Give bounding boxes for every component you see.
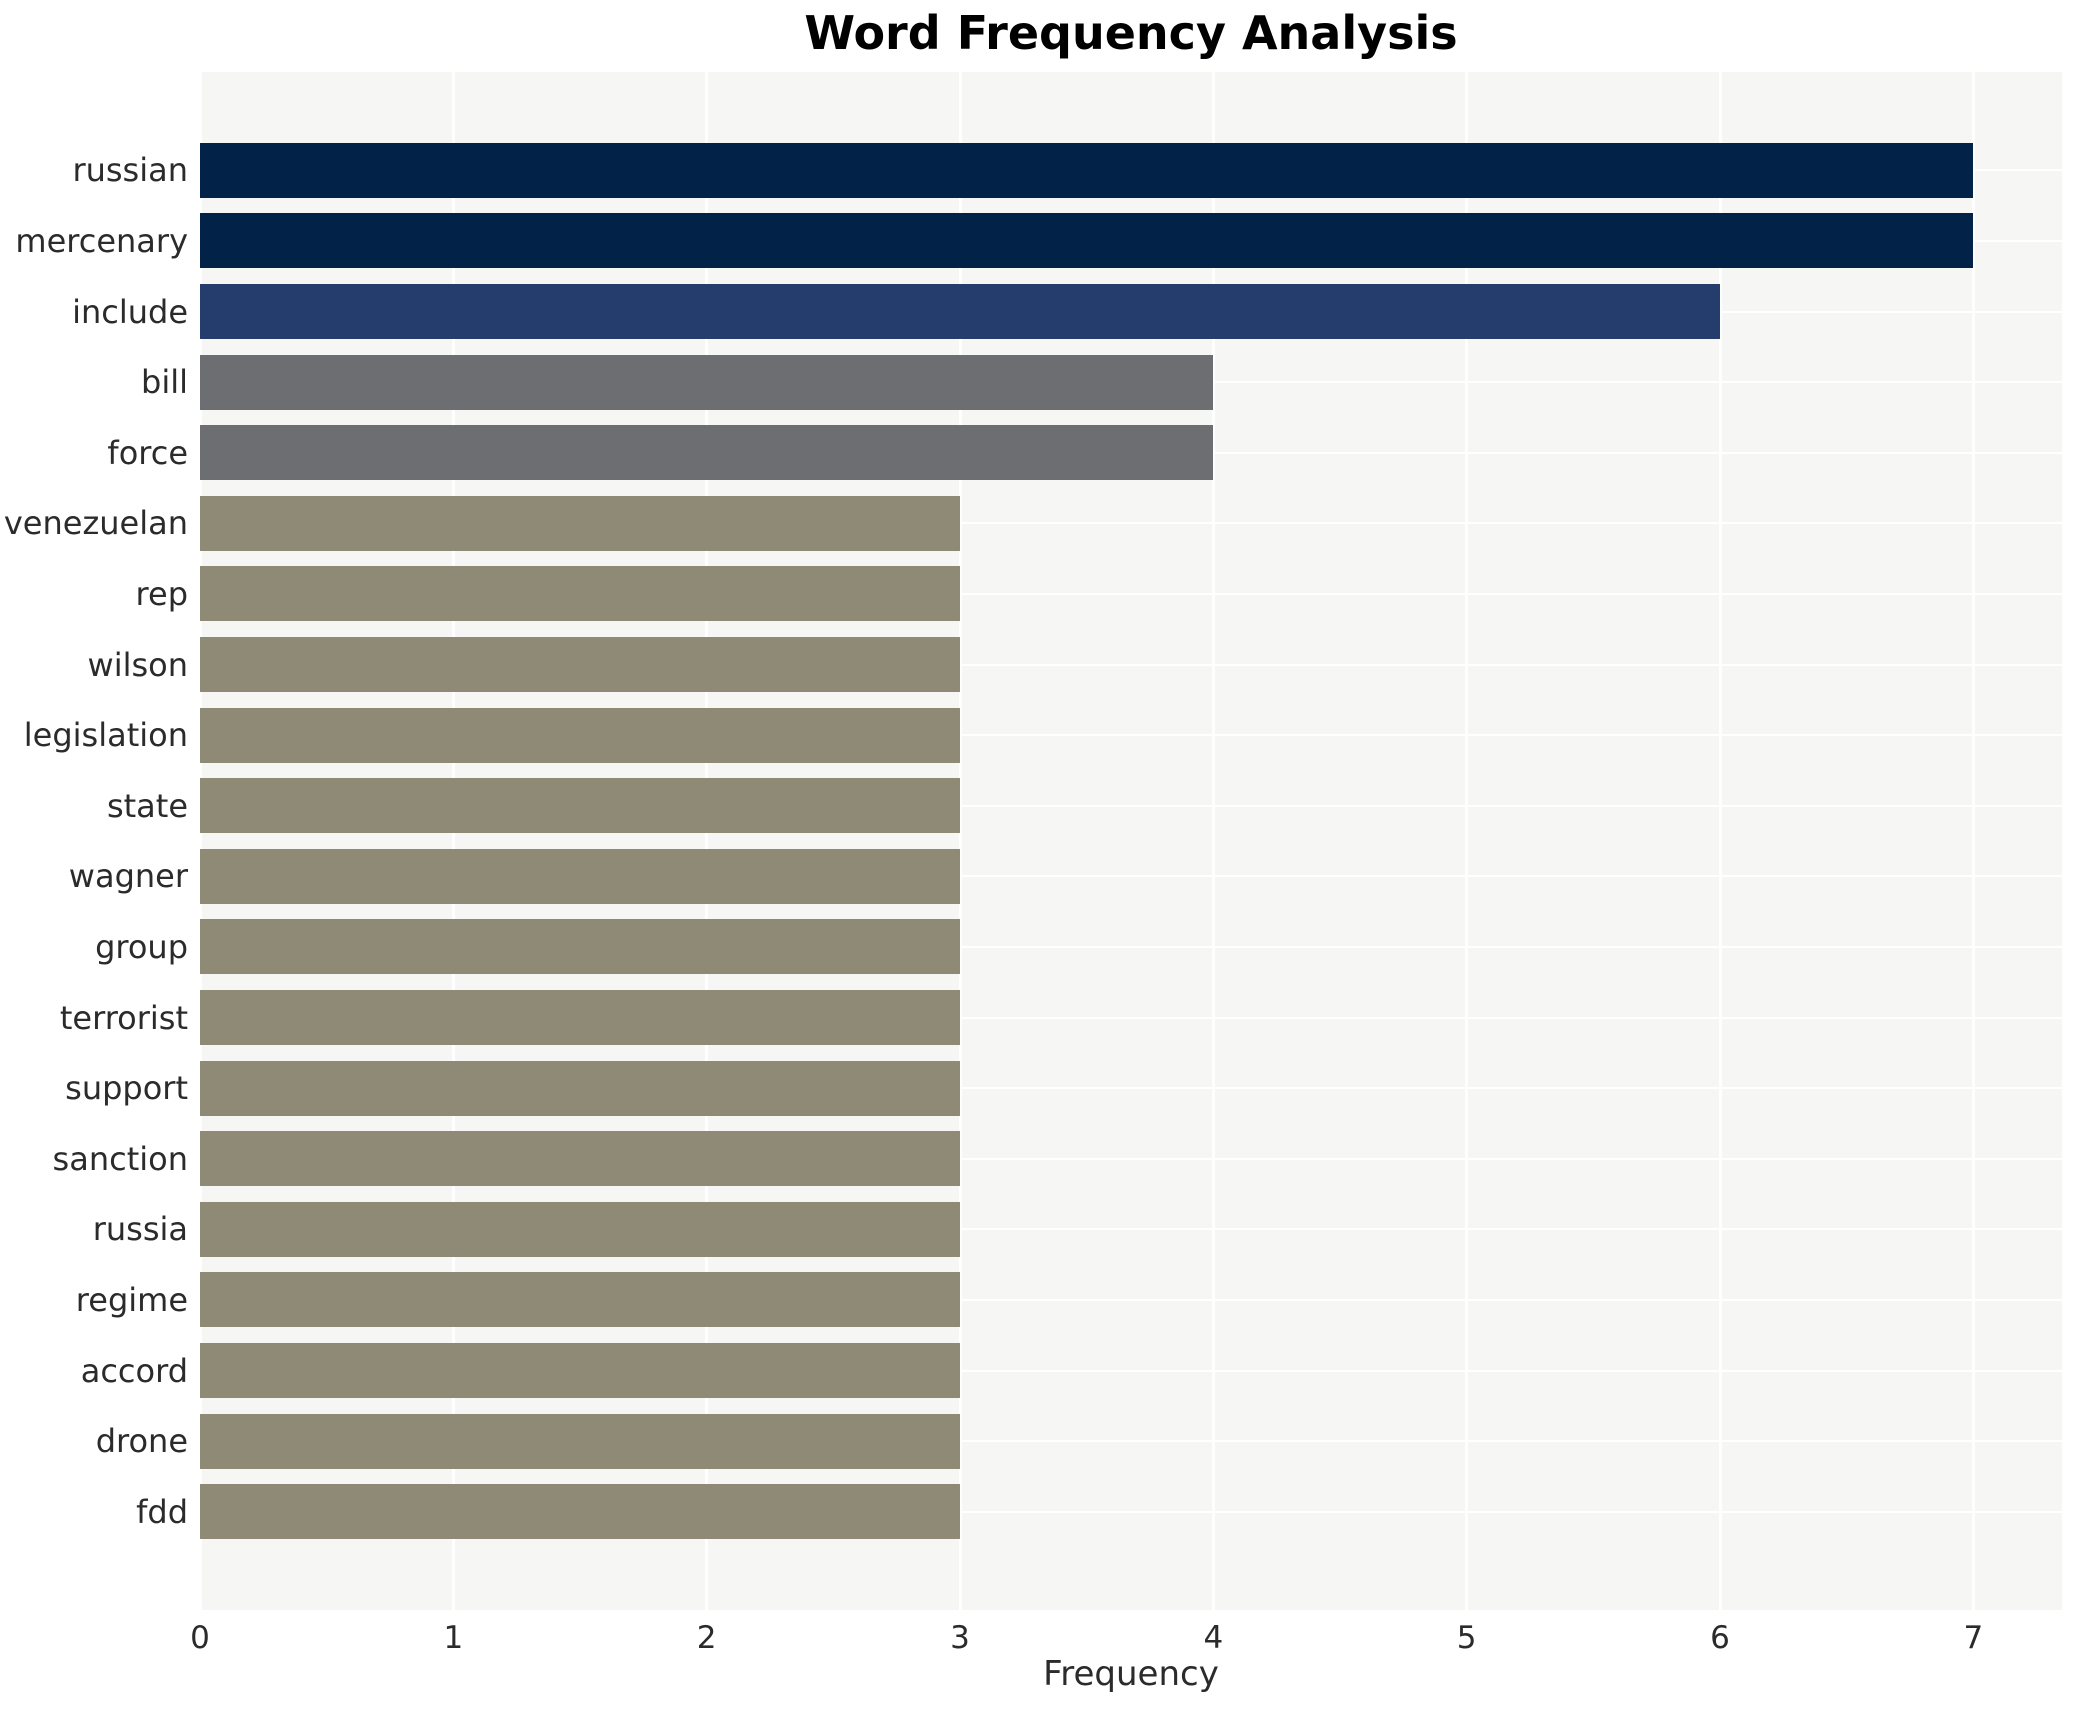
gridline-y-legislation — [200, 734, 2062, 737]
y-tick-label-force: force — [107, 433, 188, 472]
gridline-y-russia — [200, 1228, 2062, 1231]
bar-include — [200, 284, 1720, 339]
y-tick-label-wilson: wilson — [87, 645, 188, 684]
bar-wilson — [200, 637, 960, 692]
gridline-x-5 — [1465, 72, 1469, 1610]
bar-accord — [200, 1343, 960, 1398]
bar-state — [200, 778, 960, 834]
gridline-x-0 — [198, 72, 202, 1610]
x-tick-label-7: 7 — [1963, 1620, 1984, 1656]
gridline-y-regime — [200, 1298, 2062, 1301]
y-tick-label-terrorist: terrorist — [59, 998, 188, 1037]
gridline-y-accord — [200, 1369, 2062, 1372]
gridline-x-6 — [1718, 72, 1722, 1610]
bar-group — [200, 919, 960, 975]
bar-russia — [200, 1201, 960, 1257]
bar-fdd — [200, 1484, 960, 1540]
x-tick-label-4: 4 — [1203, 1620, 1224, 1656]
bar-russian — [200, 142, 1974, 198]
y-tick-label-wagner: wagner — [68, 857, 188, 896]
gridline-x-3 — [958, 72, 962, 1610]
y-tick-label-regime: regime — [75, 1280, 188, 1319]
gridline-x-4 — [1211, 72, 1215, 1610]
x-tick-label-1: 1 — [443, 1620, 464, 1656]
bar-regime — [200, 1272, 960, 1328]
bar-support — [200, 1060, 960, 1116]
y-tick-label-include: include — [72, 292, 188, 331]
x-tick-label-0: 0 — [190, 1620, 210, 1656]
bar-force — [200, 425, 1214, 481]
gridline-y-terrorist — [200, 1016, 2062, 1019]
bar-rep — [200, 566, 960, 622]
gridline-y-wilson — [200, 663, 2062, 666]
gridline-y-group — [200, 945, 2062, 948]
y-tick-label-group: group — [95, 927, 188, 966]
gridline-y-state — [200, 804, 2062, 807]
bar-mercenary — [200, 213, 1974, 269]
x-tick-label-6: 6 — [1710, 1620, 1730, 1656]
y-tick-label-sanction: sanction — [52, 1139, 188, 1178]
x-tick-label-2: 2 — [696, 1620, 717, 1656]
x-axis-label: Frequency — [1043, 1654, 1219, 1694]
chart-title: Word Frequency Analysis — [804, 6, 1458, 60]
bar-wagner — [200, 848, 960, 904]
gridline-y-support — [200, 1087, 2062, 1090]
y-tick-label-legislation: legislation — [23, 716, 188, 755]
y-tick-label-venezuelan: venezuelan — [3, 504, 188, 543]
gridline-y-wagner — [200, 875, 2062, 878]
y-tick-label-fdd: fdd — [136, 1492, 188, 1531]
y-tick-label-russian: russian — [72, 151, 188, 190]
y-tick-label-accord: accord — [80, 1351, 188, 1390]
gridline-y-venezuelan — [200, 522, 2062, 525]
gridline-y-sanction — [200, 1157, 2062, 1160]
bar-sanction — [200, 1131, 960, 1187]
y-tick-label-russia: russia — [92, 1210, 188, 1249]
bar-drone — [200, 1413, 960, 1469]
gridline-y-drone — [200, 1440, 2062, 1443]
y-tick-label-support: support — [65, 1069, 188, 1108]
y-tick-label-drone: drone — [95, 1422, 188, 1461]
gridline-x-7 — [1971, 72, 1975, 1610]
bar-bill — [200, 354, 1214, 410]
gridline-x-2 — [705, 72, 709, 1610]
x-tick-label-3: 3 — [950, 1620, 970, 1656]
y-tick-label-state: state — [106, 786, 188, 825]
gridline-y-rep — [200, 592, 2062, 595]
plot-area — [198, 72, 2062, 1610]
y-tick-label-mercenary: mercenary — [15, 221, 188, 260]
bar-legislation — [200, 707, 960, 763]
x-tick-label-5: 5 — [1456, 1620, 1477, 1656]
bar-venezuelan — [200, 495, 960, 551]
gridline-y-fdd — [200, 1510, 2062, 1513]
y-tick-label-rep: rep — [135, 574, 188, 613]
y-tick-label-bill: bill — [141, 363, 188, 402]
bar-terrorist — [200, 990, 960, 1045]
gridline-x-1 — [451, 72, 455, 1610]
